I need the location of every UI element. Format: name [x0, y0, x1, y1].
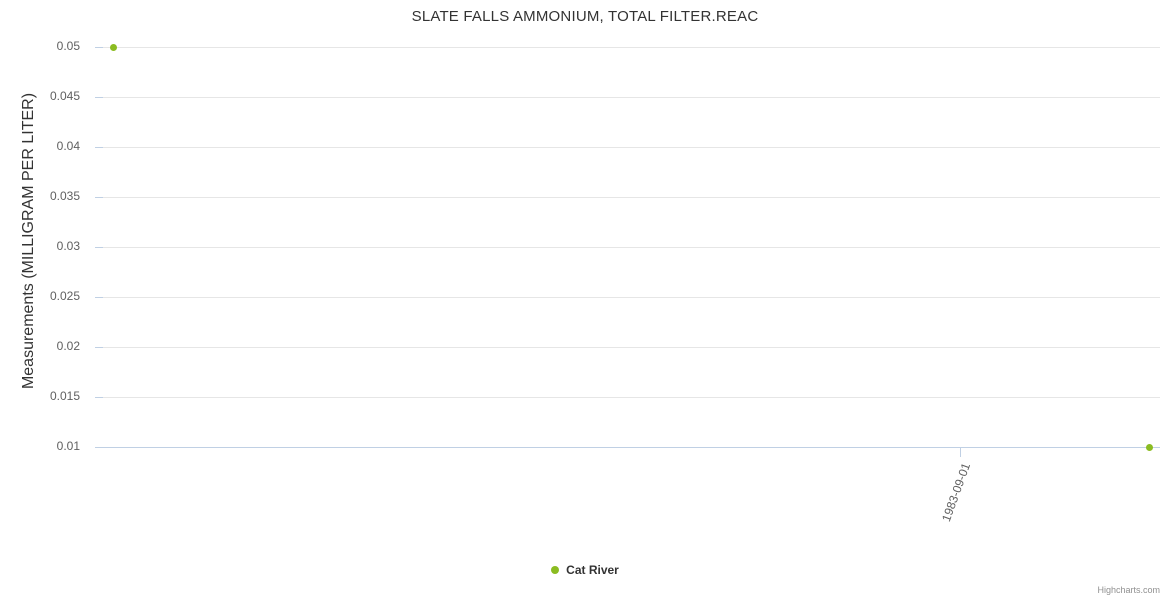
highcharts-credits-link[interactable]: Highcharts.com [1097, 585, 1160, 595]
y-axis-tick-label: 0.02 [56, 339, 80, 353]
x-axis-tick-mark [960, 447, 961, 457]
y-axis-tick-label: 0.04 [56, 139, 80, 153]
x-axis-tick-label: 1983-09-01 [939, 461, 974, 524]
gridline [103, 147, 1160, 148]
y-axis-tick-mark [95, 397, 103, 398]
y-axis-tick-label: 0.05 [56, 39, 80, 53]
gridline [103, 297, 1160, 298]
y-axis-tick-label: 0.035 [49, 189, 80, 203]
legend-marker-icon [551, 566, 560, 574]
gridline [103, 247, 1160, 248]
legend-item-label: Cat River [566, 563, 619, 577]
plot-area: 0.05 0.045 0.04 0.035 0.03 0.025 0.02 0.015 0.01… [50, 39, 1160, 523]
legend-item-cat-river[interactable]: Cat River [551, 563, 619, 577]
y-axis-tick-mark [95, 197, 103, 198]
y-axis-tick-mark [95, 247, 103, 248]
y-axis-tick-mark [95, 97, 103, 98]
gridline [103, 347, 1160, 348]
y-axis-tick-label: 0.045 [49, 89, 80, 103]
y-axis-tick-mark [95, 297, 103, 298]
data-point[interactable] [109, 43, 117, 51]
y-axis-tick-label: 0.025 [49, 289, 80, 303]
y-axis-tick-label: 0.015 [49, 389, 80, 403]
gridline [103, 397, 1160, 398]
gridline [103, 197, 1160, 198]
y-axis-tick-mark [95, 147, 103, 148]
y-axis-tick-mark [95, 447, 103, 448]
y-axis-tick-label: 0.01 [56, 439, 80, 453]
gridline [103, 97, 1160, 98]
chart-legend: Cat River [0, 563, 1170, 577]
y-axis-tick-mark [95, 47, 103, 48]
x-axis-line [103, 447, 1160, 448]
chart-title: SLATE FALLS AMMONIUM, TOTAL FILTER.REAC [411, 8, 759, 25]
y-axis-tick-mark [95, 347, 103, 348]
data-point[interactable] [1146, 443, 1154, 451]
gridline [103, 47, 1160, 48]
y-axis-tick-label: 0.03 [56, 239, 80, 253]
